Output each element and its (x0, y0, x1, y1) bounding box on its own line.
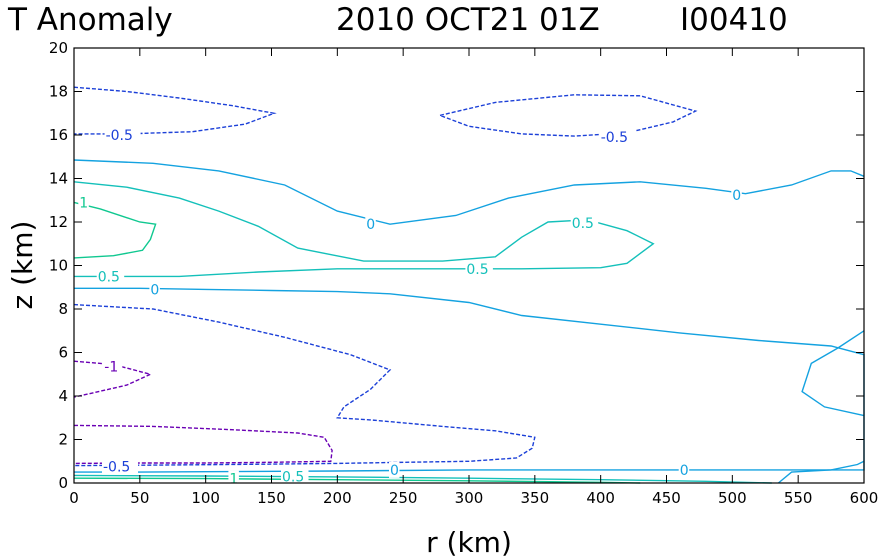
contour-label-bg-0 (104, 127, 141, 143)
contour-label-bg-12 (281, 468, 309, 485)
contour-label-bg-14 (228, 470, 239, 487)
x-tick-label-6: 300 (455, 489, 484, 507)
x-tick-label-0: 0 (69, 489, 79, 507)
contour-line--1-4 (73, 424, 333, 465)
contour-label-13: 1 (79, 195, 88, 211)
contour-label-9: 0.5 (572, 216, 594, 232)
x-tick-label-8: 400 (586, 489, 615, 507)
y-tick-label-1: 2 (58, 431, 68, 449)
contour-lines (73, 86, 865, 484)
chart-title: T Anomaly (7, 2, 173, 38)
y-tick-label-3: 6 (58, 344, 68, 362)
x-tick-label-1: 50 (130, 489, 149, 507)
contour-line-1-10 (73, 201, 157, 259)
x-tick-label-10: 500 (718, 489, 747, 507)
x-tick-label-4: 200 (323, 489, 352, 507)
contour-label-bg-6 (149, 281, 160, 298)
contour-label-bg-7 (389, 461, 400, 478)
contour-label-bg-13 (78, 194, 89, 211)
y-tick-label-9: 18 (49, 83, 68, 101)
x-tick-label-9: 450 (652, 489, 681, 507)
contour-label-bg-8 (678, 461, 690, 478)
contour-labels: -0.5 -0.5 -1 -0.5 0 0 0 0 0 0.5 0.5 0.5 0.5 1 1 (78, 127, 742, 488)
y-tick-label-5: 10 (49, 257, 68, 275)
contour-label-bg-5 (731, 186, 742, 203)
y-tick-label-10: 20 (49, 39, 68, 57)
contour-label-bg-9 (570, 215, 599, 232)
contour-line--0.5-1 (439, 94, 698, 137)
contour-line-0-6 (74, 287, 865, 473)
contour-label-bg-4 (365, 216, 376, 233)
contour-label-12: 0.5 (282, 470, 304, 486)
contour-label-14: 1 (229, 472, 238, 488)
contour-label-5: 0 (732, 188, 741, 204)
contour-label-4: 0 (366, 217, 375, 233)
x-tick-label-5: 250 (389, 489, 418, 507)
chart-title-id: I00410 (680, 2, 788, 38)
y-tick-label-4: 8 (58, 300, 68, 318)
contour-line--0.5-2 (73, 303, 536, 467)
contour-label-bg-3 (102, 458, 138, 475)
y-tick-label-8: 16 (49, 126, 68, 144)
contour-label-7: 0 (390, 463, 399, 479)
x-tick-label-3: 150 (257, 489, 286, 507)
contour-label-bg-11 (96, 268, 125, 285)
contour-label-bg-1 (599, 129, 636, 146)
contour-line--0.5-0 (73, 86, 277, 135)
contour-line-0.5-9 (73, 181, 655, 278)
y-tick-label-2: 4 (58, 387, 68, 405)
contour-line-0-7 (801, 330, 865, 417)
contour-label-6: 0 (150, 282, 159, 298)
x-tick-label-2: 100 (191, 489, 220, 507)
contour-label-0: -0.5 (106, 128, 133, 144)
y-tick-label-0: 0 (58, 474, 68, 492)
contour-label-bg-2 (103, 358, 123, 375)
x-axis-title: r (km) (426, 526, 512, 558)
y-tick-label-7: 14 (49, 170, 68, 188)
x-tick-label-12: 600 (850, 489, 879, 507)
contour-label-1: -0.5 (601, 130, 628, 146)
x-tick-label-11: 550 (784, 489, 813, 507)
x-axis-ticks: 0 50 100 150 200 250 300 350 400 450 500 550 600 (69, 48, 878, 507)
y-axis-title: z (km) (6, 221, 39, 310)
y-tick-label-6: 12 (49, 213, 68, 231)
x-tick-label-7: 350 (521, 489, 550, 507)
contour-line-0-5 (73, 159, 865, 225)
contour-line-0-8 (777, 460, 865, 484)
contour-label-bg-10 (465, 260, 493, 277)
contour-label-11: 0.5 (98, 269, 120, 285)
contour-label-8: 0 (680, 463, 689, 479)
contour-label-10: 0.5 (466, 262, 488, 278)
contour-label-3: -0.5 (103, 460, 130, 476)
contour-label-2: -1 (104, 360, 118, 376)
chart-title-time: 2010 OCT21 01Z (336, 2, 600, 38)
